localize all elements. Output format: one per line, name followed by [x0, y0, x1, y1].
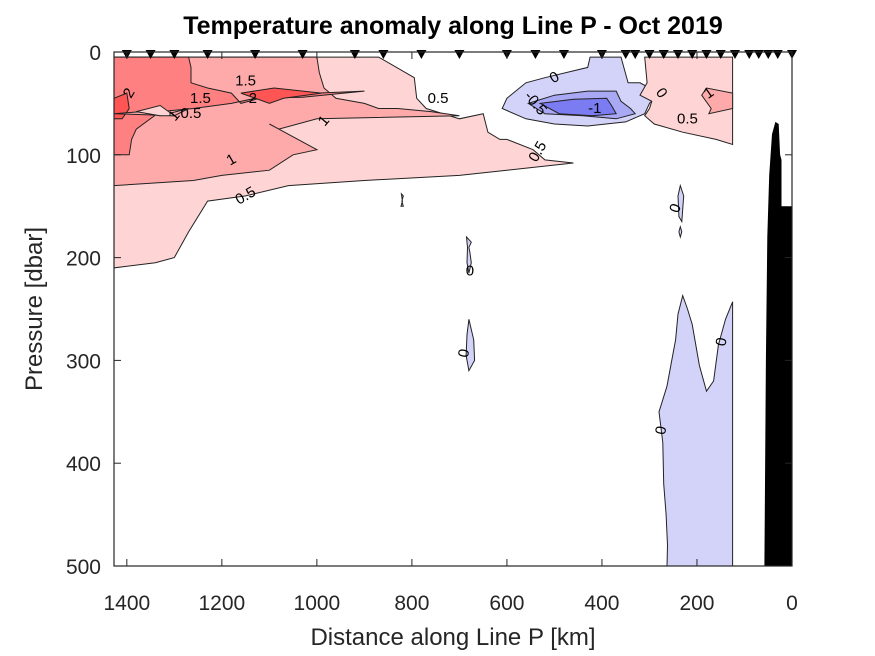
y-tick-label: 200: [66, 248, 101, 271]
bathymetry: [764, 121, 792, 567]
contour-label: 0.5: [677, 110, 698, 127]
contour-region-1: [701, 87, 734, 115]
x-tick-label: 600: [489, 592, 524, 615]
contour-label: -1: [588, 100, 601, 117]
bathymetry-shape: [764, 121, 792, 567]
contour-label: 2: [249, 90, 257, 107]
contour-label: 0.5: [181, 105, 202, 122]
contour-region-0p5: [639, 56, 734, 146]
x-tick-label: 200: [679, 592, 714, 615]
y-axis-label: Pressure [dbar]: [21, 227, 48, 391]
contour-regions: [113, 56, 734, 567]
x-tick-label: 1400: [103, 592, 150, 615]
contour-region-1p5: [113, 56, 365, 156]
x-tick-label: 400: [584, 592, 619, 615]
x-tick-label: 800: [394, 592, 429, 615]
contour-label: 0: [466, 262, 474, 279]
contour-region-2: [240, 87, 322, 104]
y-tick-label: 300: [66, 350, 101, 373]
x-axis-label: Distance along Line P [km]: [310, 624, 595, 651]
contour-region-0: [465, 319, 476, 373]
x-tick-label: 1000: [294, 592, 341, 615]
contour-region-0: [465, 235, 472, 274]
y-tick-label: 0: [89, 42, 101, 65]
axes-box: [113, 51, 793, 567]
contour-region-0: [400, 192, 404, 207]
contour-region-0: [677, 183, 685, 224]
contour-label: 1.5: [190, 90, 211, 107]
y-tick-label: 100: [66, 145, 101, 168]
contour-label: 1.5: [235, 72, 256, 89]
x-tick-label: 1200: [198, 592, 245, 615]
contour-region-0p5: [136, 104, 176, 117]
y-tick-label: 400: [66, 453, 101, 476]
x-tick-label: 0: [786, 592, 798, 615]
contour-label: 0: [455, 348, 473, 359]
contour-region-0: [678, 224, 683, 239]
contour-label: 0.5: [428, 90, 449, 107]
y-tick-label: 500: [66, 556, 101, 579]
axes: 1400 1200 1000 800 600 400 200 0010020030040050…: [66, 42, 798, 615]
chart-title: Temperature anomaly along Line P - Oct 2…: [183, 12, 723, 40]
contour-label: 0: [713, 336, 731, 347]
contour-region-neg1: [538, 97, 618, 117]
contour-label: 0: [652, 425, 670, 436]
